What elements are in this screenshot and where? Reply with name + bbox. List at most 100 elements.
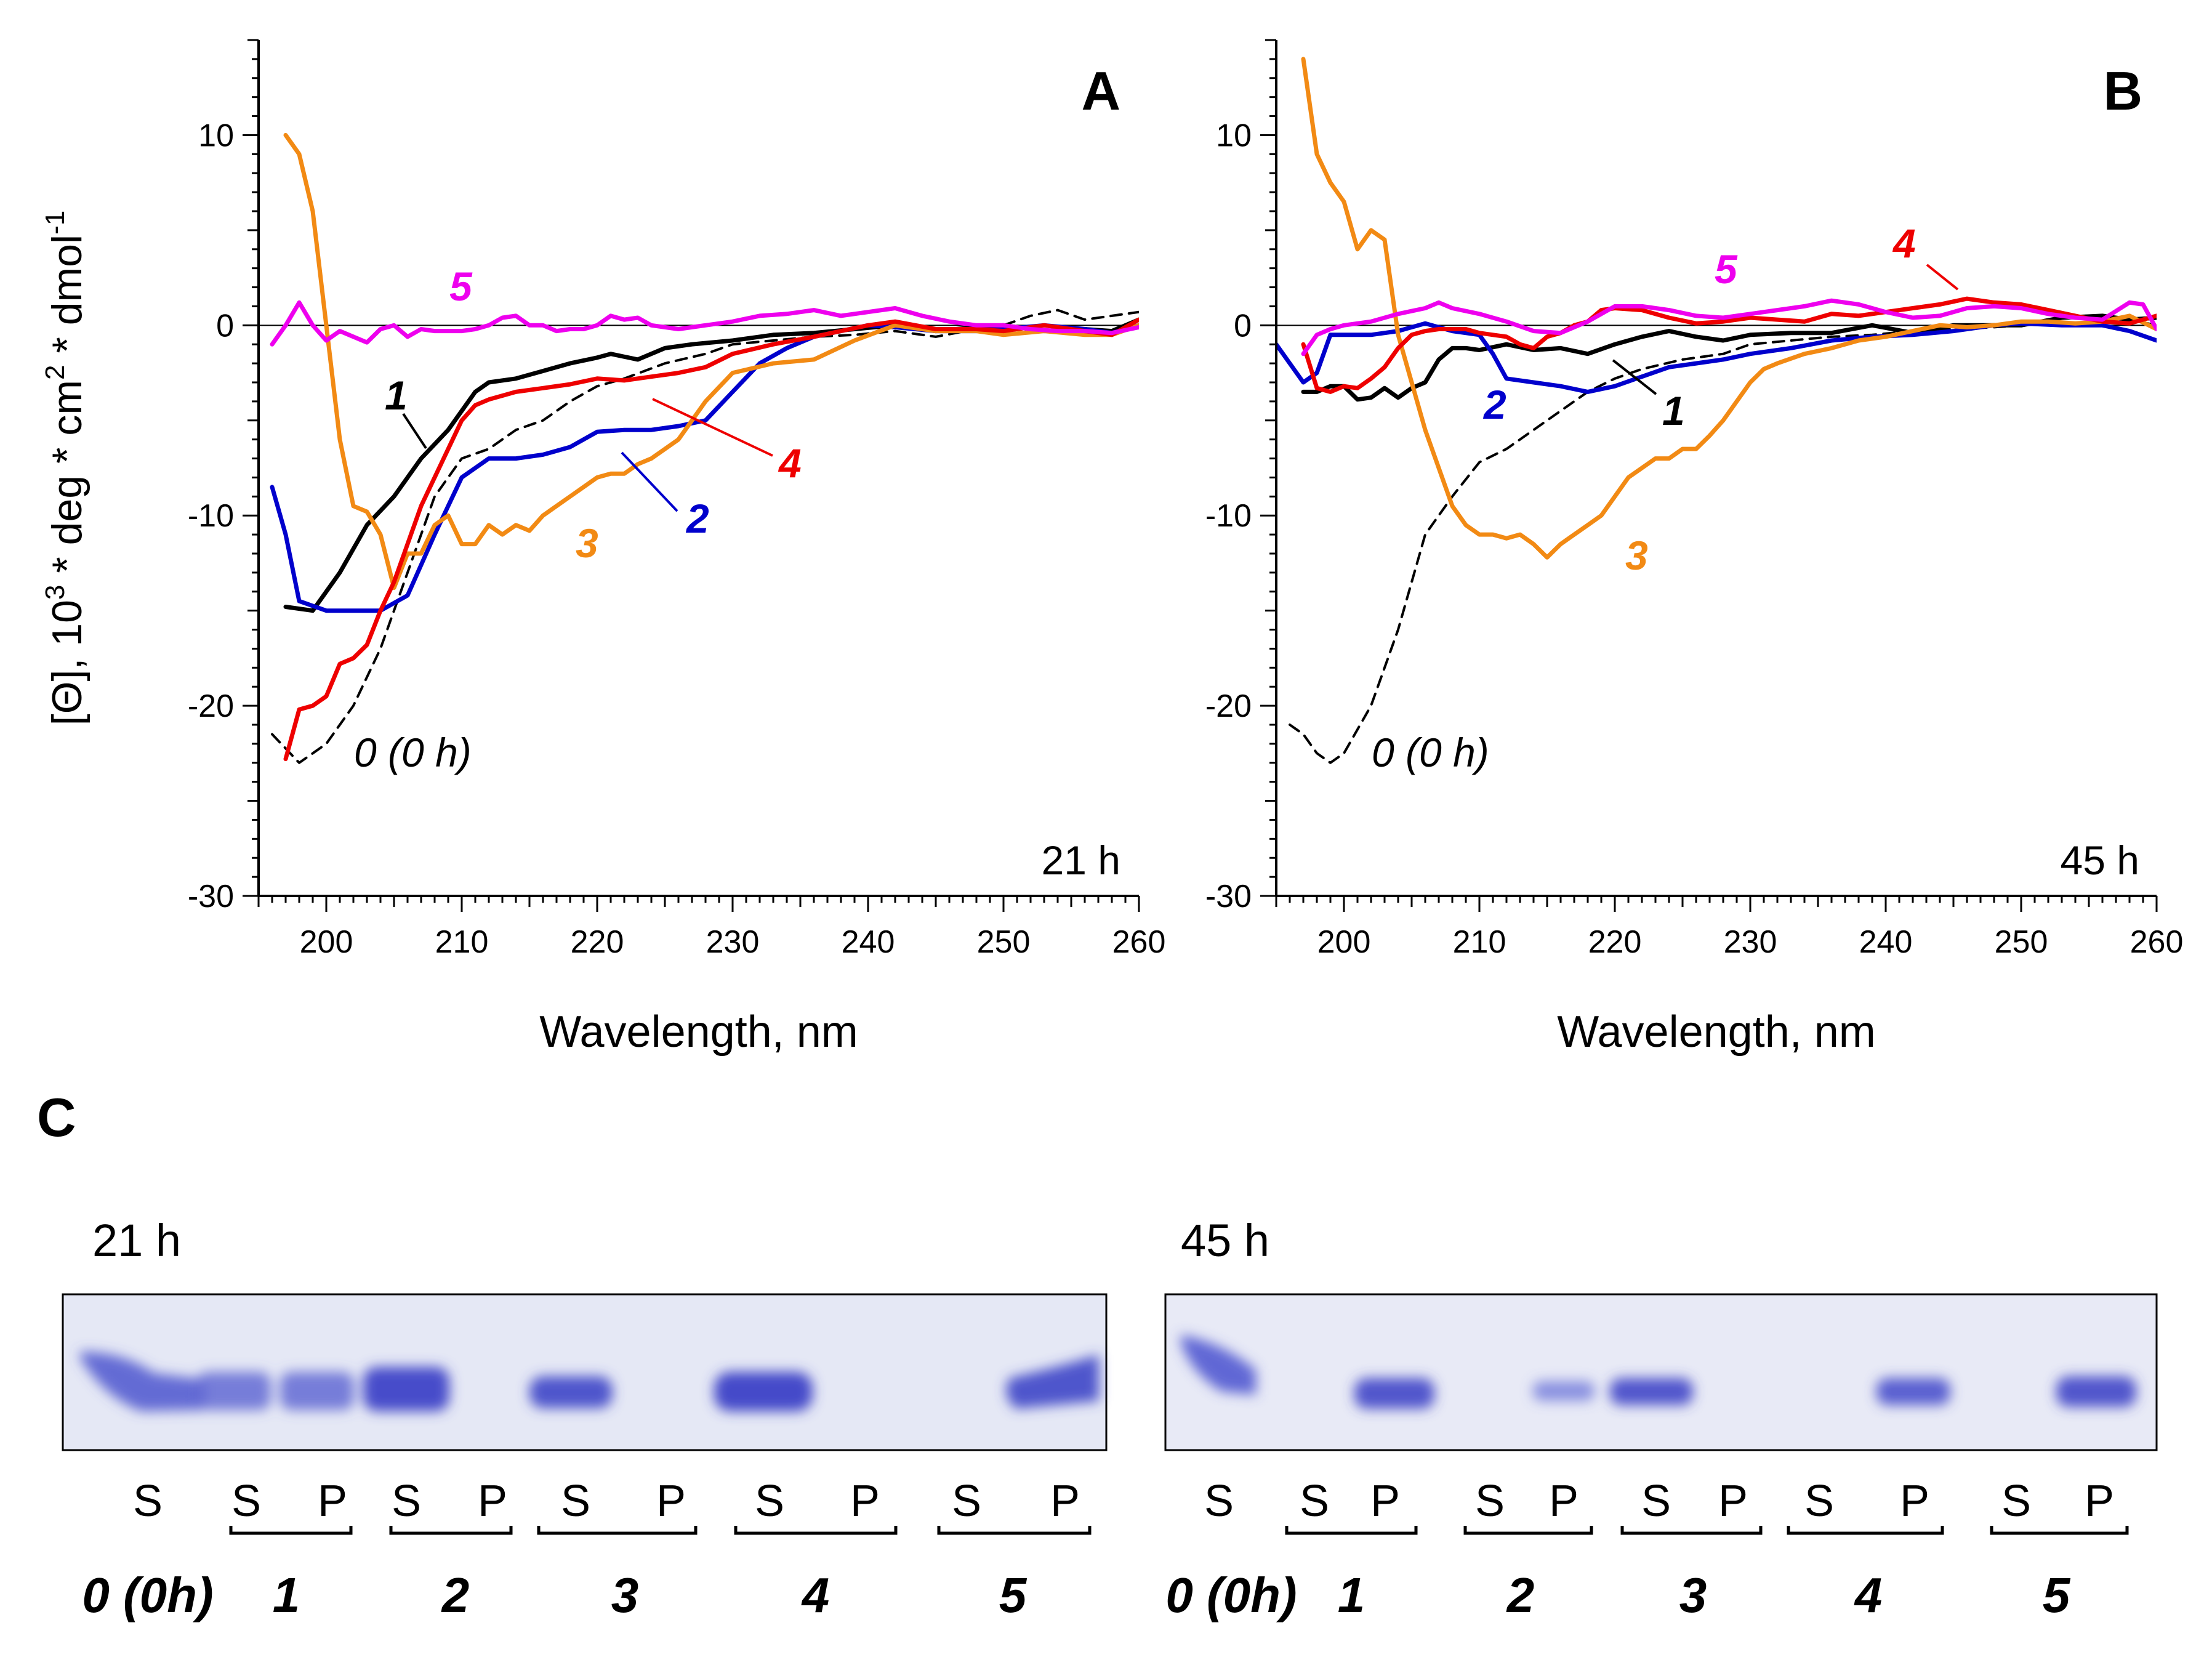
gel-labels-2: S S P S P S P S P S P0 (0h) 1 2 3 4 5: [1165, 1477, 2129, 1623]
gel-band: [529, 1376, 613, 1408]
gel-group-label: 0 (0h): [82, 1568, 213, 1623]
series-label-a-5: 5: [449, 264, 473, 309]
gel-lane-label: S: [561, 1477, 590, 1526]
series-label-a-1: 1: [385, 373, 408, 418]
gel-lane-label: S: [1300, 1477, 1329, 1526]
chart-panel-b: 200 210 220 230 240 250 260 10 0 -10 -20 -30 B 45 …: [1205, 39, 2184, 1057]
gel-group-bracket: [1990, 1526, 2129, 1535]
y-axis-b: 10 0 -10 -20 -30: [1205, 39, 1277, 914]
gel-lane-label: P: [1549, 1477, 1579, 1526]
series-label-a-4: 4: [778, 440, 802, 486]
series-line-b-4: [1301, 296, 2157, 394]
gel-band: [1610, 1378, 1693, 1405]
gel-background-2: [1164, 1293, 2158, 1451]
x-tick-label: 220: [571, 924, 624, 960]
y-label-sup-2: 2: [40, 365, 70, 380]
y-tick-label: 10: [198, 118, 234, 153]
series-line-a-0: [271, 308, 1139, 764]
y-axis-a: 10 0 -10 -20 -30: [188, 39, 260, 914]
x-axis-a: 200 210 220 230 240 250 260: [257, 895, 1165, 960]
panel-letter-c: C: [37, 1087, 76, 1148]
gel-group-label: 1: [1338, 1568, 1365, 1623]
gel-lane-label: S: [392, 1477, 421, 1526]
x-tick-label: 260: [2130, 924, 2184, 960]
gel-group-bracket: [537, 1526, 698, 1535]
plot-area-a: [270, 132, 1139, 764]
y-tick-label: -30: [188, 879, 234, 914]
gel-group-label: 5: [999, 1568, 1028, 1623]
leader-line-b-1: [1612, 359, 1657, 395]
gel-lane-label: S: [231, 1477, 261, 1526]
gel-band: [714, 1372, 813, 1411]
gel-lane-label: P: [1718, 1477, 1748, 1526]
x-axis-label-b: Wavelength, nm: [1557, 1007, 1876, 1057]
gel-band: [1006, 1355, 1099, 1409]
gel-lane-label: P: [1050, 1477, 1080, 1526]
gel-time-label-1: 21 h: [92, 1215, 181, 1266]
x-axis-label-a: Wavelength, nm: [539, 1007, 858, 1057]
y-label-sup-minus1: -1: [40, 211, 70, 235]
chart-panel-a: 200 210 220 230 240 250 260 10 0 -10 -20 -30 A 21 …: [40, 39, 1165, 1057]
leader-line-b-4: [1926, 264, 1959, 291]
x-tick-label: 210: [435, 924, 489, 960]
gel-lane-label: S: [1475, 1477, 1505, 1526]
gel-group-bracket: [1620, 1526, 1763, 1535]
gel-lane-label: S: [952, 1477, 981, 1526]
series-label-a-2: 2: [685, 496, 709, 541]
series-label-b-4: 4: [1892, 220, 1916, 266]
gel-bands-1: [80, 1352, 1099, 1411]
x-tick-label: 250: [1995, 924, 2048, 960]
gel-bands-2: [1181, 1335, 2136, 1409]
y-label-sup-3: 3: [40, 585, 70, 600]
series-line-b-2: [1276, 321, 2157, 394]
series-line-a-3: [283, 132, 1139, 591]
gel-section: C 21 h 45 h: [37, 1087, 2158, 1623]
y-label-part-3: ], 10: [44, 600, 90, 681]
gel-group-label: 1: [273, 1568, 300, 1623]
series-line-a-5: [270, 300, 1139, 347]
series-label-a-3: 3: [576, 520, 598, 566]
gel-band: [2056, 1376, 2136, 1407]
gel-lane-label: S: [133, 1477, 163, 1526]
time-label-b: 45 h: [2061, 837, 2139, 883]
gel-group-bracket: [389, 1526, 513, 1535]
y-tick-label: 10: [1216, 118, 1252, 153]
leader-line-a-2: [621, 451, 678, 512]
leader-line-a-4: [652, 398, 773, 457]
gel-band: [280, 1372, 354, 1410]
y-label-part-1: [: [44, 714, 90, 725]
panel-letter-b: B: [2103, 60, 2142, 121]
gel-group-bracket: [1285, 1526, 1418, 1535]
gel-time-label-2: 45 h: [1181, 1215, 1269, 1266]
gel-band: [363, 1367, 449, 1411]
gel-group-bracket: [937, 1526, 1092, 1535]
y-tick-label: -20: [188, 688, 234, 724]
x-tick-label: 230: [706, 924, 760, 960]
gel-image-2: [1164, 1293, 2158, 1451]
series-label-a-0: 0 (0 h): [354, 730, 472, 775]
gel-band: [197, 1372, 271, 1410]
gel-lane-label: S: [1804, 1477, 1834, 1526]
panel-letter-a: A: [1081, 60, 1120, 121]
gel-group-bracket: [1463, 1526, 1593, 1535]
x-tick-label: 200: [300, 924, 353, 960]
gel-group-bracket: [1787, 1526, 1944, 1535]
x-tick-label: 230: [1724, 924, 1777, 960]
x-tick-label: 220: [1588, 924, 1642, 960]
series-line-b-3: [1301, 57, 2157, 560]
gel-group-label: 3: [611, 1568, 639, 1623]
gel-group-label: 4: [801, 1568, 830, 1623]
series-label-b-0: 0 (0 h): [1372, 730, 1489, 775]
y-label-theta: Θ: [44, 681, 90, 714]
gel-lane-label: S: [1204, 1477, 1234, 1526]
gel-group-label: 2: [1506, 1568, 1535, 1623]
y-tick-label: -20: [1205, 688, 1252, 724]
series-line-a-4: [283, 317, 1139, 762]
time-label-a: 21 h: [1042, 837, 1120, 883]
series-label-b-3: 3: [1625, 533, 1648, 578]
gel-group-bracket: [734, 1526, 898, 1535]
y-label-part-5: * deg * cm: [44, 380, 90, 585]
y-axis-label: [Θ], 103 * deg * cm2 * dmol-1: [40, 211, 90, 725]
x-axis-b: 200 210 220 230 240 250 260: [1275, 895, 2184, 960]
gel-labels-1: S S P S P S P S P S P0 (0h) 1 2 3 4 5: [82, 1477, 1092, 1623]
